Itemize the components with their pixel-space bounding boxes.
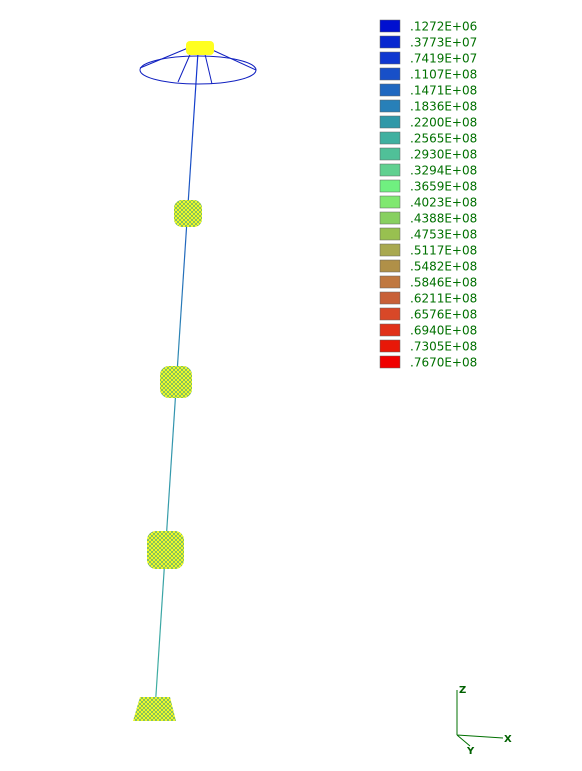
legend-label: .3773E+07 [410, 36, 477, 50]
legend-swatch [379, 323, 401, 337]
axis-triad: Z X Y [456, 685, 512, 757]
legend-label: .4388E+08 [410, 212, 477, 226]
legend-label: .7419E+07 [410, 52, 477, 66]
legend-swatch [379, 163, 401, 177]
legend-label: .5846E+08 [410, 276, 477, 290]
mesh-node [160, 366, 192, 398]
legend-label: .2930E+08 [410, 148, 477, 162]
mesh-node [147, 531, 184, 569]
legend-swatch [379, 67, 401, 81]
legend-swatch [379, 259, 401, 273]
legend-label: .7305E+08 [410, 340, 477, 354]
legend-label: .1471E+08 [410, 84, 477, 98]
legend-swatch [379, 131, 401, 145]
legend-swatch [379, 83, 401, 97]
axis-y-label: Y [466, 746, 475, 757]
legend-label: .1836E+08 [410, 100, 477, 114]
legend-label: .4023E+08 [410, 196, 477, 210]
legend-label: .5117E+08 [410, 244, 477, 258]
legend-label: .6211E+08 [410, 292, 477, 306]
mesh-node [174, 200, 202, 227]
legend-swatch [379, 243, 401, 257]
triad-lines [456, 690, 504, 747]
legend-label: .4753E+08 [410, 228, 477, 242]
legend-swatch [379, 211, 401, 225]
legend-label: .3659E+08 [410, 180, 477, 194]
top-ring [139, 55, 257, 85]
legend-label: .2565E+08 [410, 132, 477, 146]
legend-swatch [379, 35, 401, 49]
legend: .1272E+06 .3773E+07 .7419E+07 .1107E+08 .147… [379, 19, 477, 370]
legend-label: .5482E+08 [410, 260, 477, 274]
legend-label: .1272E+06 [410, 20, 477, 34]
legend-swatch [379, 275, 401, 289]
legend-swatch [379, 307, 401, 321]
legend-swatch [379, 99, 401, 113]
legend-swatch [379, 339, 401, 353]
legend-label: .1107E+08 [410, 68, 477, 82]
legend-label: .3294E+08 [410, 164, 477, 178]
legend-label: .7670E+08 [410, 356, 477, 370]
legend-swatch [379, 195, 401, 209]
model [133, 41, 257, 721]
legend-swatch [379, 19, 401, 33]
legend-swatch [379, 51, 401, 65]
legend-label: .6576E+08 [410, 308, 477, 322]
axis-z-label: Z [459, 685, 466, 696]
mesh-node [133, 697, 176, 721]
top-spokes [139, 47, 257, 85]
legend-swatch [379, 355, 401, 369]
legend-label: .2200E+08 [410, 116, 477, 130]
legend-swatch [379, 227, 401, 241]
legend-swatch [379, 291, 401, 305]
legend-label: .6940E+08 [410, 324, 477, 338]
legend-swatch [379, 179, 401, 193]
legend-swatch [379, 147, 401, 161]
axis-x-label: X [504, 734, 512, 745]
legend-swatch [379, 115, 401, 129]
mesh-node [186, 41, 214, 55]
